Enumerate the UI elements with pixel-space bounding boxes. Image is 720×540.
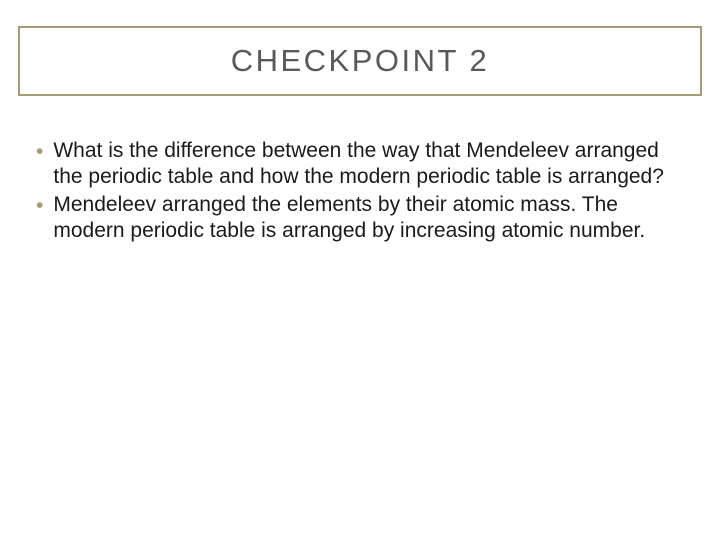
bullet-item: • What is the difference between the way… (36, 138, 684, 190)
bullet-text: Mendeleev arranged the elements by their… (53, 192, 684, 244)
bullet-item: • Mendeleev arranged the elements by the… (36, 192, 684, 244)
bullet-text: What is the difference between the way t… (53, 138, 684, 190)
bullet-icon: • (36, 138, 43, 166)
bullet-icon: • (36, 192, 43, 220)
content-area: • What is the difference between the way… (36, 138, 684, 246)
slide-title: CHECKPOINT 2 (231, 43, 490, 79)
slide: CHECKPOINT 2 • What is the difference be… (0, 0, 720, 540)
title-container: CHECKPOINT 2 (18, 26, 702, 96)
